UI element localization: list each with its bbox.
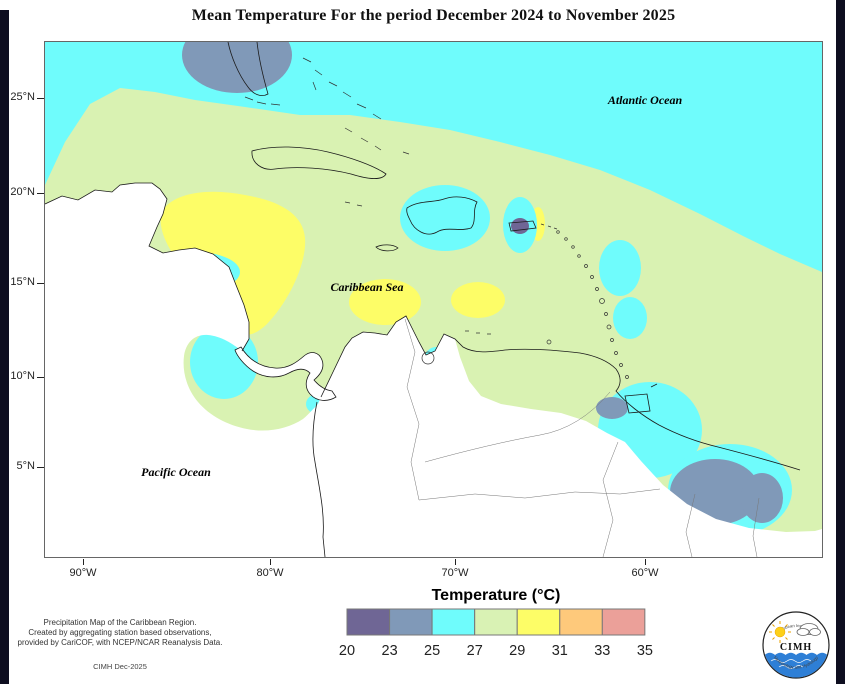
coastline-islands [227, 41, 658, 414]
temp-region-cyan-atlantic [45, 42, 822, 272]
legend-tick-20: 20 [339, 643, 355, 659]
caribbean-sea-label: Caribbean Sea [330, 280, 403, 294]
atlantic-ocean-label: Atlantic Ocean [607, 93, 683, 107]
lat-tick-5n [37, 467, 44, 468]
lat-tick-20n [37, 193, 44, 194]
logo-acronym: CIMH [780, 642, 812, 653]
legend-tick-33: 33 [594, 643, 610, 659]
window-edge-left [0, 10, 9, 684]
water-waves [764, 652, 828, 678]
sun-icon [769, 621, 791, 643]
cloud-icon [796, 623, 821, 636]
country-borders [404, 318, 760, 558]
legend-tick-25: 25 [424, 643, 440, 659]
lat-tick-15n [37, 283, 44, 284]
legend-band-23-25 [389, 608, 433, 636]
legend-band-29-31 [516, 608, 561, 636]
caribbean-temperature-map: Atlantic Ocean Caribbean Sea Pacific Oce… [44, 17, 822, 558]
window-edge-right [836, 0, 845, 684]
legend-tick-23: 23 [382, 643, 398, 659]
lon-label-60w: 60°W [631, 567, 659, 579]
credit-line-3: provided by CariCOF, with NCEP/NCAR Rean… [17, 638, 223, 647]
legend-tick-labels: 20 23 25 27 29 31 33 35 [339, 643, 653, 659]
legend-colorbar [346, 608, 646, 636]
legend-band-25-27 [431, 608, 476, 636]
lat-label-15n: 15°N [10, 276, 35, 288]
temp-region-purple-blob [511, 218, 529, 234]
cimh-logo: Caribbean Institute for CIMH Meteorology… [762, 611, 830, 679]
lon-tick-90w [83, 559, 84, 565]
credit-line-2: Created by aggregating station based obs… [28, 628, 212, 637]
lat-label-5n: 5°N [16, 460, 35, 472]
legend-band-20-23 [346, 608, 391, 636]
land-no-data-region [45, 183, 822, 557]
lat-label-10n: 10°N [10, 370, 35, 382]
coastline-south-america [312, 315, 801, 558]
legend-band-31-33 [559, 608, 603, 636]
lon-tick-80w [270, 559, 271, 565]
page-title: Mean Temperature For the period December… [191, 7, 676, 24]
issue-stamp: CIMH Dec-2025 [93, 662, 147, 671]
lon-label-80w: 80°W [256, 567, 284, 579]
legend-tick-29: 29 [509, 643, 525, 659]
map-canvas: Atlantic Ocean Caribbean Sea Pacific Oce… [44, 17, 823, 558]
credit-line-1: Precipitation Map of the Caribbean Regio… [43, 618, 197, 627]
legend-tick-31: 31 [552, 643, 568, 659]
lon-tick-70w [455, 559, 456, 565]
legend-tick-27: 27 [467, 643, 483, 659]
lon-tick-60w [645, 559, 646, 565]
temperature-legend: Temperature (°C) 20 23 25 27 29 31 33 35 [339, 587, 653, 659]
lat-tick-25n [37, 98, 44, 99]
pacific-ocean-label: Pacific Ocean [141, 465, 211, 479]
credit-text: Precipitation Map of the Caribbean Regio… [5, 618, 235, 648]
legend-tick-35: 35 [637, 643, 653, 659]
coastline-mexico-central-america [44, 182, 250, 352]
legend-band-33-35 [601, 608, 646, 636]
lat-tick-10n [37, 377, 44, 378]
lat-label-20n: 20°N [10, 186, 35, 198]
lon-label-90w: 90°W [69, 567, 97, 579]
legend-title: Temperature (°C) [432, 587, 561, 604]
legend-band-27-29 [474, 608, 518, 636]
lon-label-70w: 70°W [441, 567, 469, 579]
lat-label-25n: 25°N [10, 91, 35, 103]
